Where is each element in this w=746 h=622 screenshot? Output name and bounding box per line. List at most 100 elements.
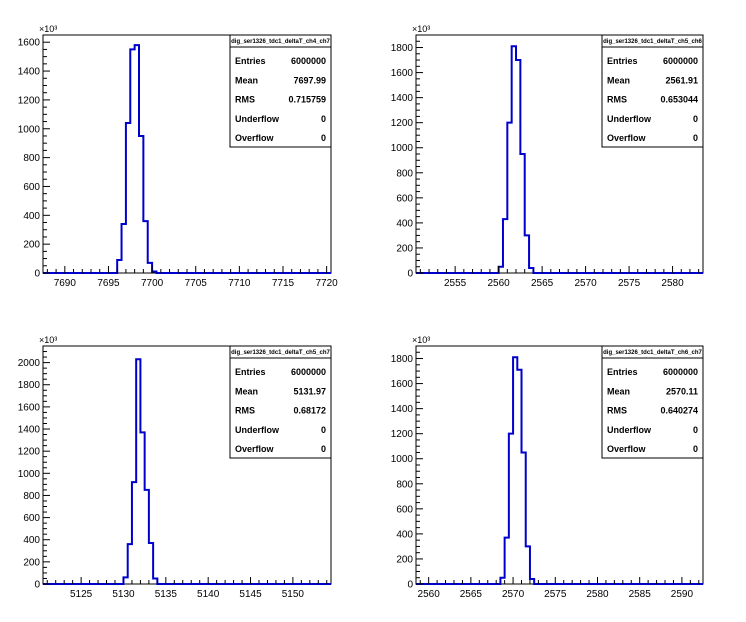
stat-value: 6000000	[291, 367, 326, 377]
y-tick-label: 0	[34, 580, 40, 591]
stat-value: 0.68172	[293, 406, 326, 416]
stat-label: Underflow	[235, 114, 280, 124]
stat-value: 0	[321, 425, 326, 435]
stat-label: Entries	[235, 367, 266, 377]
stat-value: 0	[321, 114, 326, 124]
x-tick-label: 2575	[618, 278, 641, 289]
x-tick-label: 2580	[586, 589, 609, 600]
stats-box	[601, 34, 704, 148]
stat-label: RMS	[235, 406, 255, 416]
y-tick-label: 1400	[18, 425, 41, 436]
stat-label: Entries	[235, 56, 266, 66]
stat-label: Entries	[607, 367, 638, 377]
x-tick-label: 5150	[282, 589, 305, 600]
stat-value: 0.640274	[660, 406, 698, 416]
x-tick-label: 2560	[487, 278, 510, 289]
histogram-panel-4: 2560 2565 2570 2575 2580 2585 2590 0 200 400 600 80…	[391, 335, 704, 600]
histogram-panel-2: 2555 2560 2565 2570 2575 2580 0 200 400 600 800 100…	[391, 24, 704, 289]
stats-title: dig_ser1326_tdc1_deltaT_ch4_ch7	[231, 39, 330, 45]
y-tick-label: 800	[396, 479, 413, 490]
x-tick-label: 2555	[444, 278, 467, 289]
stat-value: 0.653044	[660, 95, 698, 105]
y-tick-label: 1000	[391, 143, 414, 154]
x-tick-label: 7700	[141, 278, 164, 289]
x-tick-label: 7695	[97, 278, 120, 289]
x-tick-label: 2565	[531, 278, 554, 289]
stats-title: dig_ser1326_tdc1_deltaT_ch5_ch7	[231, 350, 330, 356]
stat-label: Overflow	[607, 133, 647, 143]
y-tick-label: 1000	[18, 124, 41, 135]
y-tick-label: 1600	[391, 379, 414, 390]
stat-label: RMS	[607, 406, 627, 416]
y-tick-label: 600	[396, 504, 413, 515]
x-tick-label: 5130	[112, 589, 135, 600]
stat-value: 5131.97	[293, 386, 326, 396]
y-tick-label: 1000	[391, 454, 414, 465]
y-tick-label: 200	[23, 557, 40, 568]
stats-box	[229, 345, 332, 459]
stat-label: Overflow	[235, 133, 275, 143]
y-tick-label: 800	[23, 153, 40, 164]
y-tick-label: 1600	[18, 38, 41, 49]
y-tick-label: 1400	[391, 404, 414, 415]
x-tick-label: 2560	[418, 589, 441, 600]
histogram-line	[416, 45, 703, 274]
stat-value: 0	[693, 425, 698, 435]
stat-value: 0.715759	[288, 95, 326, 105]
stat-value: 0	[693, 114, 698, 124]
x-tick-label: 7690	[54, 278, 77, 289]
x-tick-label: 2580	[661, 278, 684, 289]
stat-label: Mean	[607, 386, 630, 396]
y-tick-label: 1800	[391, 354, 414, 365]
y-tick-label: 1800	[391, 43, 414, 54]
stat-label: RMS	[607, 95, 627, 105]
x-tick-label: 7710	[228, 278, 251, 289]
x-tick-label: 2570	[502, 589, 525, 600]
x-tick-label: 7720	[316, 278, 339, 289]
stat-label: Mean	[607, 75, 630, 85]
x-tick-label: 2575	[544, 589, 567, 600]
stats-box	[229, 34, 332, 148]
y-tick-label: 1200	[391, 429, 414, 440]
y-tick-label: 200	[23, 240, 40, 251]
y-tick-label: 800	[23, 491, 40, 502]
y-tick-label: 0	[407, 269, 413, 280]
x-tick-label: 7715	[272, 278, 295, 289]
stat-value: 7697.99	[293, 75, 326, 85]
histogram-panel-3: 5125 5130 5135 5140 5145 5150 0 200 400 600 800 100…	[18, 335, 332, 600]
y-tick-label: 0	[407, 580, 413, 591]
y-tick-label: 1000	[18, 469, 41, 480]
y-tick-label: 1800	[18, 380, 41, 391]
y-exponent-label: ×10³	[412, 24, 430, 34]
y-tick-label: 400	[23, 211, 40, 222]
x-tick-label: 5145	[239, 589, 262, 600]
y-tick-label: 400	[396, 218, 413, 229]
x-tick-label: 2570	[574, 278, 597, 289]
y-tick-label: 800	[396, 168, 413, 179]
histogram-line	[416, 356, 703, 585]
y-tick-label: 1400	[18, 67, 41, 78]
stats-title: dig_ser1326_tdc1_deltaT_ch5_ch6	[603, 39, 702, 45]
y-exponent-label: ×10³	[39, 335, 57, 345]
y-tick-label: 400	[396, 529, 413, 540]
stat-label: Entries	[607, 56, 638, 66]
stat-label: Mean	[235, 386, 258, 396]
y-tick-label: 1600	[391, 68, 414, 79]
x-tick-label: 7705	[185, 278, 208, 289]
y-tick-label: 0	[34, 269, 40, 280]
stat-value: 0	[321, 444, 326, 454]
y-exponent-label: ×10³	[412, 335, 430, 345]
y-tick-label: 400	[23, 535, 40, 546]
y-exponent-label: ×10³	[39, 24, 57, 34]
y-tick-label: 1200	[391, 118, 414, 129]
stat-label: Underflow	[235, 425, 280, 435]
stat-label: Underflow	[607, 425, 652, 435]
stat-value: 6000000	[291, 56, 326, 66]
stat-label: RMS	[235, 95, 255, 105]
stat-label: Overflow	[607, 444, 647, 454]
stat-value: 6000000	[663, 367, 698, 377]
stat-label: Underflow	[607, 114, 652, 124]
y-tick-label: 1400	[391, 93, 414, 104]
y-tick-label: 1600	[18, 402, 41, 413]
